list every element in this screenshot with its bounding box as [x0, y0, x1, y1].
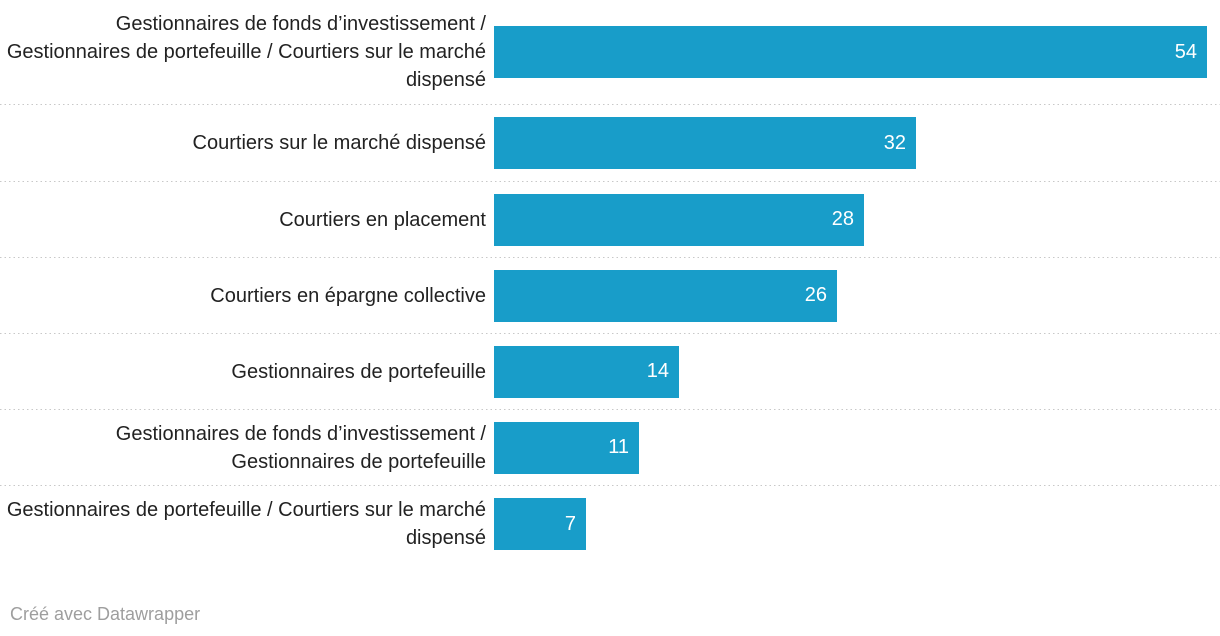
row-separator	[0, 485, 1220, 486]
row-separator	[0, 181, 1220, 182]
bar: 11	[494, 421, 639, 474]
bar: 32	[494, 117, 916, 169]
bar-value-label: 32	[883, 131, 906, 154]
bar: 54	[494, 26, 1207, 78]
row-separator	[0, 104, 1220, 105]
row-separator	[0, 409, 1220, 410]
bar-track: 32	[494, 117, 1220, 169]
bar-row: Courtiers en épargne collective 26	[0, 258, 1220, 333]
category-label: Courtiers sur le marché dispensé	[192, 132, 486, 154]
category-label: Courtiers en épargne collective	[210, 284, 486, 307]
bar-row: Gestionnaires de portefeuille / Courtier…	[0, 486, 1220, 562]
bar-row: Gestionnaires de fonds d’investissement …	[0, 0, 1220, 104]
bar-row: Gestionnaires de fonds d’investissement …	[0, 410, 1220, 485]
bar-row: Courtiers en placement 28	[0, 182, 1220, 257]
category-label: Gestionnaires de portefeuille	[231, 360, 486, 383]
bar-value-label: 14	[646, 360, 669, 382]
bar-row: Courtiers sur le marché dispensé 32	[0, 105, 1220, 181]
bar: 28	[494, 193, 864, 246]
category-label: Gestionnaires de portefeuille / Courtier…	[6, 499, 486, 549]
bar-track: 11	[494, 421, 1220, 474]
bar-track: 7	[494, 498, 1220, 550]
bar-value-label: 28	[831, 208, 854, 230]
bar: 7	[494, 498, 586, 550]
row-separator	[0, 333, 1220, 334]
bar-value-label: 26	[804, 284, 827, 306]
row-separator	[0, 257, 1220, 258]
attribution-link[interactable]: Créé avec Datawrapper	[10, 604, 201, 624]
bar-value-label: 11	[608, 436, 629, 458]
bar-track: 28	[494, 193, 1220, 246]
bar-track: 26	[494, 269, 1220, 322]
bar-row: Gestionnaires de portefeuille 14	[0, 334, 1220, 409]
category-label: Gestionnaires de fonds d’investissement …	[6, 13, 486, 91]
category-label: Gestionnaires de fonds d’investissement …	[115, 422, 486, 473]
bar-value-label: 54	[1174, 40, 1197, 63]
category-label: Courtiers en placement	[279, 208, 486, 231]
bar-track: 54	[494, 26, 1220, 78]
bar-value-label: 7	[564, 512, 576, 535]
bar: 14	[494, 345, 679, 398]
bar: 26	[494, 269, 837, 322]
bar-track: 14	[494, 345, 1220, 398]
